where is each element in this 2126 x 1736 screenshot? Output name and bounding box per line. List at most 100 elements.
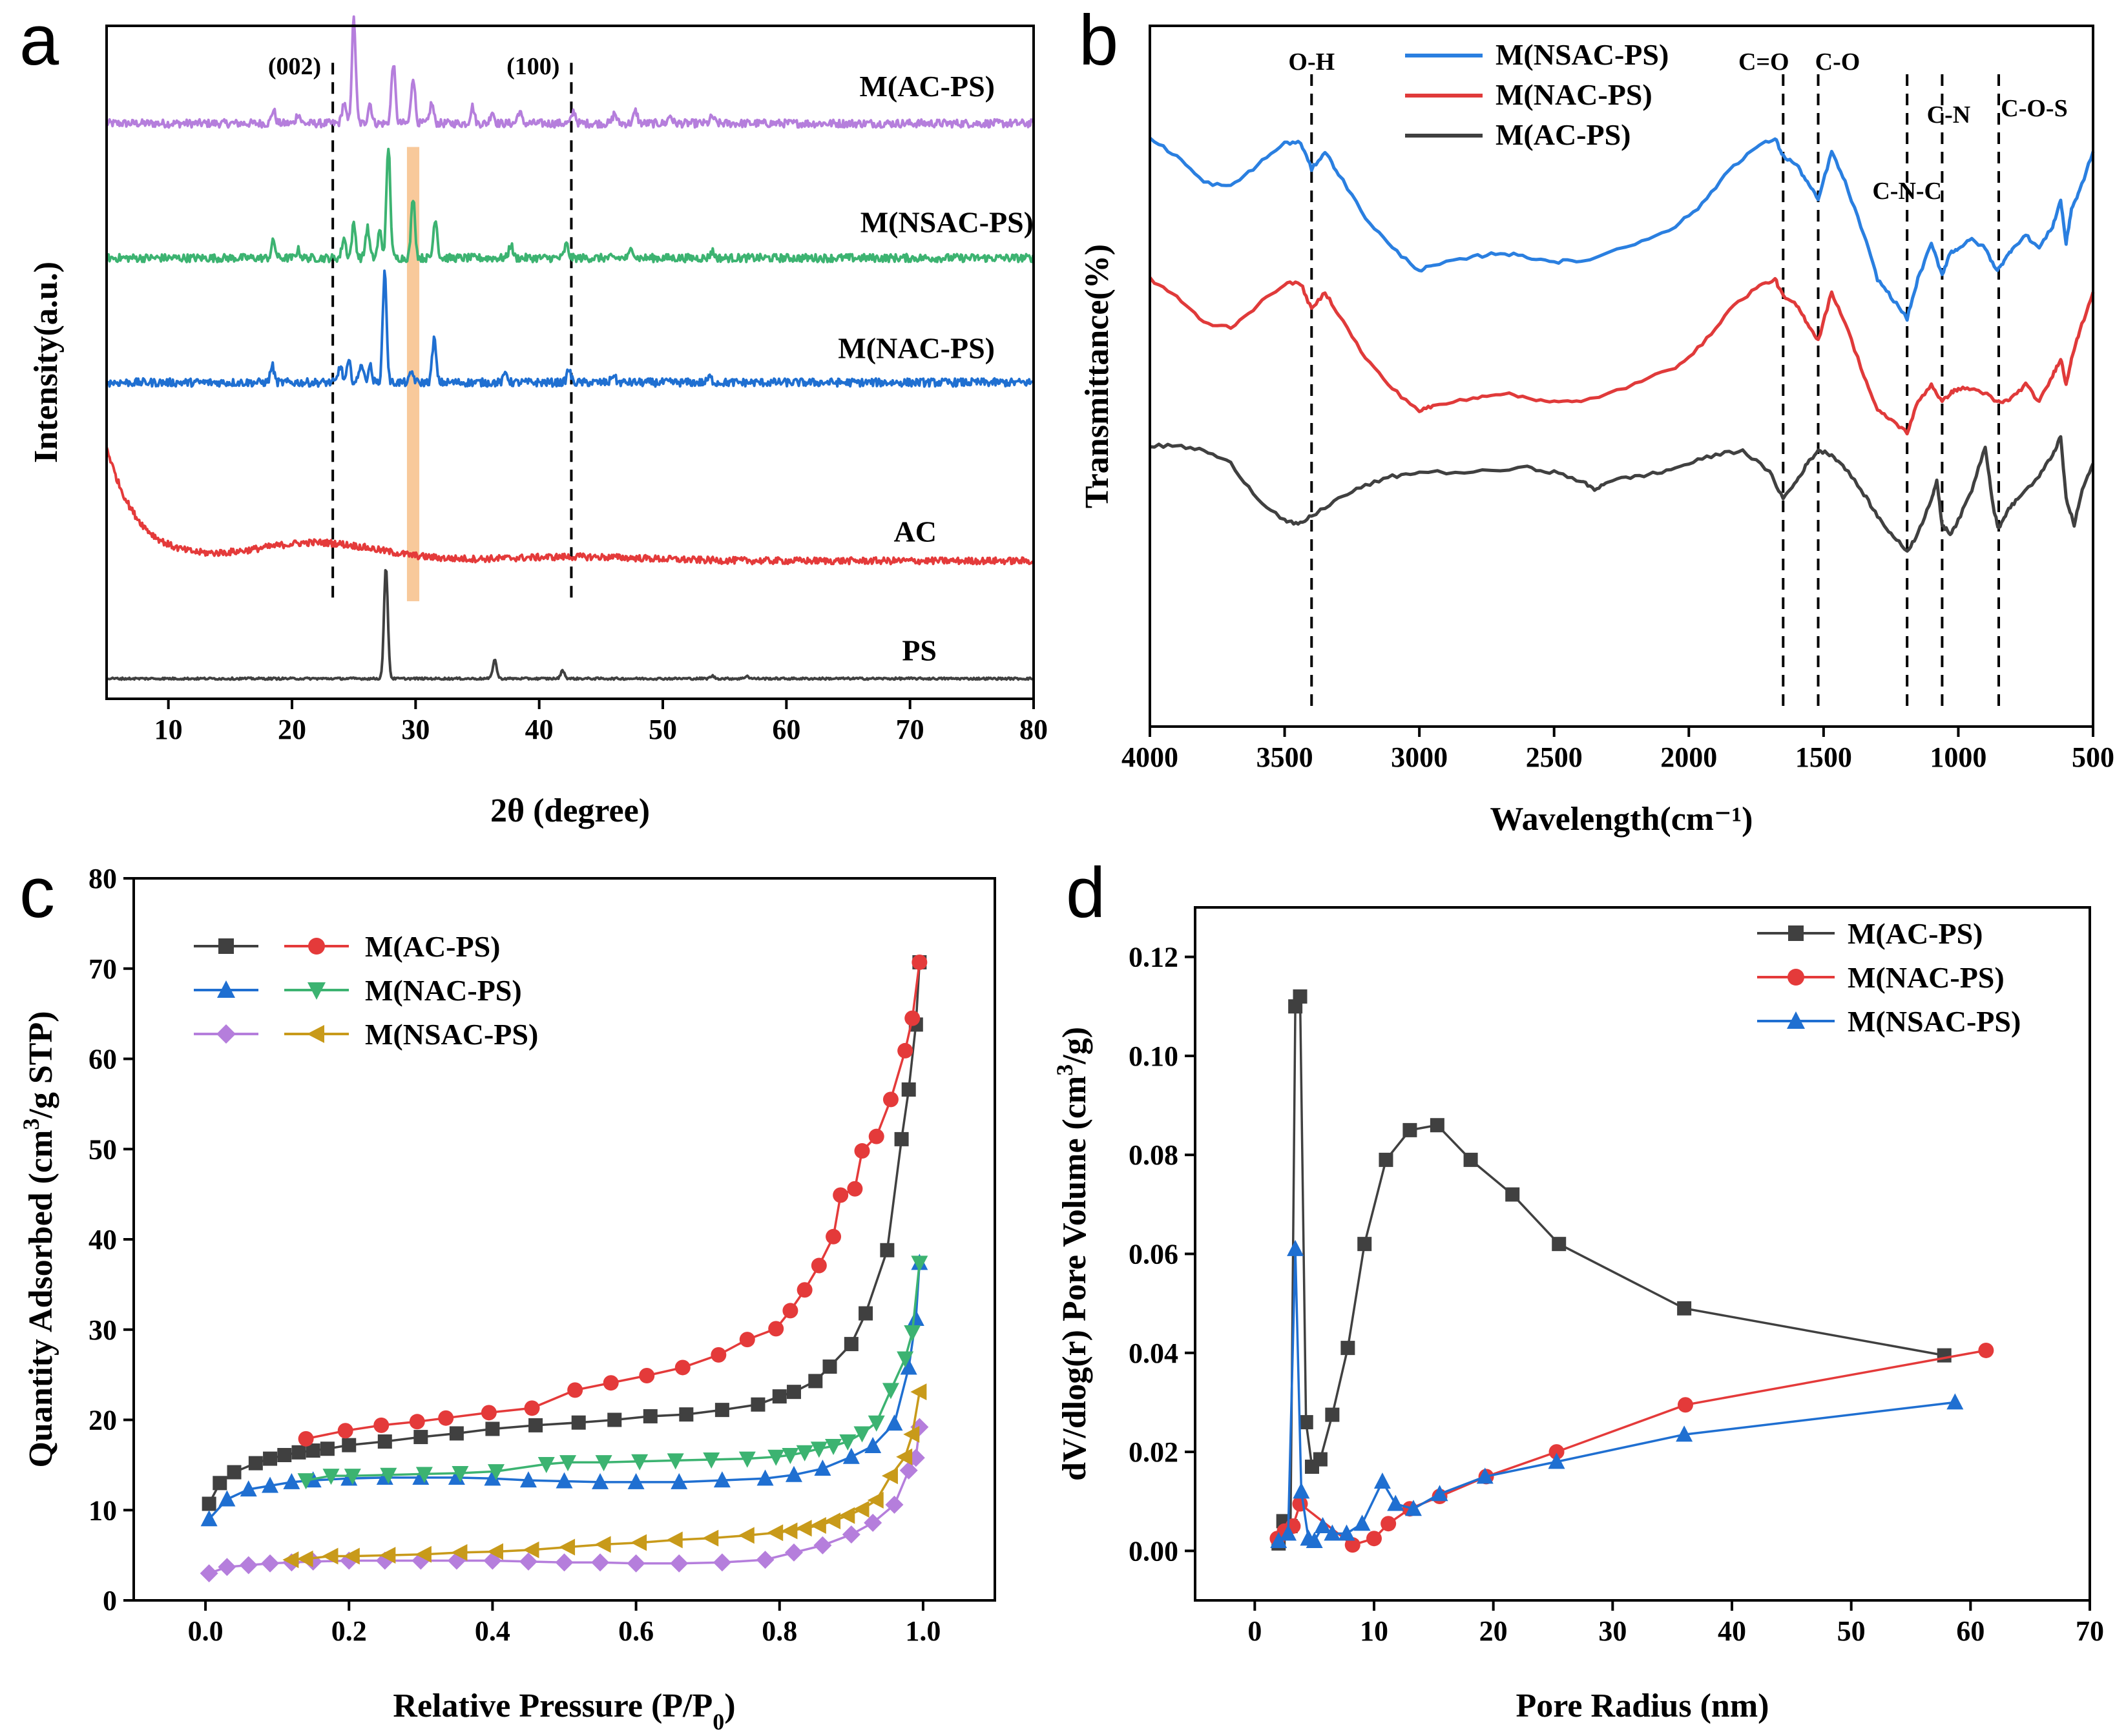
y-tick-label: 0.04	[1129, 1338, 1178, 1369]
x-tick-label: 2500	[1526, 741, 1583, 773]
pore-point	[1366, 1531, 1382, 1547]
pore-point	[1387, 1494, 1404, 1511]
isotherm-point	[449, 1426, 464, 1441]
legend-marker	[1787, 1011, 1805, 1029]
pore-point	[1287, 1239, 1304, 1256]
isotherm-point	[594, 1536, 611, 1553]
isotherm-point	[283, 1472, 300, 1489]
isotherm-point	[679, 1407, 694, 1422]
reference-line-label: (100)	[506, 53, 559, 80]
y-tick-label: 0.06	[1129, 1239, 1178, 1270]
isotherm-point	[603, 1375, 619, 1391]
x-tick-label: 1500	[1795, 741, 1852, 773]
isotherm-point	[842, 1447, 860, 1464]
isotherm-point	[631, 1534, 647, 1551]
isotherm-point	[739, 1332, 755, 1348]
panel-letter: d	[1066, 853, 1105, 933]
pore-point	[1677, 1397, 1693, 1413]
pore-point	[1338, 1524, 1355, 1541]
y-tick-label: 30	[89, 1314, 117, 1346]
y-tick-label: 80	[89, 863, 117, 894]
pore-point	[1676, 1425, 1693, 1442]
isotherm-point	[867, 1491, 884, 1509]
y-axis-title: Intensity(a.u.)	[28, 262, 65, 463]
isotherm-point	[781, 1522, 798, 1540]
isotherm-point	[524, 1400, 540, 1416]
isotherm-point	[320, 1442, 335, 1456]
pore-point	[1373, 1472, 1391, 1489]
isotherm-point	[899, 1461, 918, 1480]
isotherm-point	[844, 1337, 859, 1352]
x-tick-label: 0.4	[475, 1615, 510, 1647]
xrd-series-1	[105, 147, 1035, 264]
isotherm-point	[379, 1547, 396, 1564]
x-tick-label: 70	[896, 714, 924, 745]
isotherm-point	[342, 1438, 357, 1452]
isotherm-point	[643, 1409, 658, 1423]
legend-label: M(NAC-PS)	[1848, 961, 2005, 994]
isotherm-point	[670, 1554, 689, 1573]
reference-line-label: O-H	[1288, 48, 1335, 76]
reference-line-label: C-O-S	[2001, 95, 2067, 122]
isotherm-point	[202, 1496, 216, 1511]
legend-marker	[308, 938, 325, 955]
isotherm-point	[767, 1449, 785, 1466]
ftir-series-2	[1149, 435, 2095, 553]
isotherm-point	[738, 1527, 755, 1544]
reference-line-label: C-O	[1815, 48, 1860, 76]
isotherm-point	[556, 1472, 573, 1489]
y-axis-title: dV/dlog(r) Pore Volume (cm3/g)	[1052, 1027, 1093, 1481]
y-tick-label: 0.12	[1129, 942, 1178, 973]
series-label: M(AC-PS)	[860, 70, 995, 103]
isotherm-point	[282, 1551, 299, 1569]
isotherm-point	[756, 1469, 774, 1486]
isotherm-point	[868, 1128, 884, 1144]
x-tick-label: 30	[1598, 1615, 1627, 1647]
isotherm-line-0	[208, 962, 921, 1505]
isotherm-point	[882, 1383, 899, 1400]
isotherm-point	[555, 1553, 574, 1572]
x-tick-label: 80	[1019, 714, 1048, 745]
pore-point	[1548, 1452, 1565, 1469]
isotherm-point	[910, 1383, 927, 1401]
legend-label: M(AC-PS)	[1848, 917, 1983, 950]
isotherm-point	[864, 1437, 882, 1454]
isotherm-point	[886, 1414, 903, 1431]
x-tick-label: 0	[1247, 1615, 1262, 1647]
isotherm-point	[813, 1536, 832, 1555]
isotherm-point	[900, 1358, 917, 1375]
y-tick-label: 40	[89, 1224, 117, 1256]
x-tick-label: 10	[154, 714, 183, 745]
y-axis-title: Quantity Adsorbed (cm3/g STP)	[18, 1011, 59, 1467]
pore-point	[1402, 1122, 1417, 1137]
reference-line-label: C=O	[1738, 48, 1789, 76]
legend-label: M(NAC-PS)	[1495, 78, 1652, 111]
pore-point	[1324, 1524, 1341, 1541]
isotherm-point	[200, 1510, 218, 1527]
isotherm-point	[667, 1453, 684, 1470]
pore-point	[1476, 1467, 1494, 1484]
isotherm-point	[738, 1451, 756, 1468]
ftir-series-0	[1149, 136, 2095, 322]
isotherm-point	[277, 1448, 292, 1463]
x-tick-label: 50	[1837, 1615, 1866, 1647]
x-tick-label: 40	[525, 714, 554, 745]
pore-point	[1280, 1524, 1297, 1541]
x-axis-title: Wavelength(cm⁻¹)	[1490, 801, 1753, 838]
pore-point	[1505, 1187, 1520, 1202]
series-label: M(NSAC-PS)	[860, 205, 1034, 238]
isotherm-point	[811, 1257, 827, 1274]
x-tick-label: 3500	[1256, 741, 1313, 773]
isotherm-point	[415, 1545, 432, 1563]
pore-point	[1298, 1415, 1313, 1430]
x-tick-label: 20	[1479, 1615, 1508, 1647]
isotherm-point	[239, 1556, 258, 1575]
isotherm-point	[797, 1282, 813, 1298]
legend-marker	[1788, 925, 1804, 941]
x-tick-label: 70	[2076, 1615, 2104, 1647]
pore-point	[1313, 1452, 1328, 1467]
x-tick-label: 0.0	[188, 1615, 224, 1647]
isotherm-point	[452, 1465, 469, 1482]
isotherm-point	[822, 1359, 837, 1374]
isotherm-point	[756, 1551, 775, 1569]
